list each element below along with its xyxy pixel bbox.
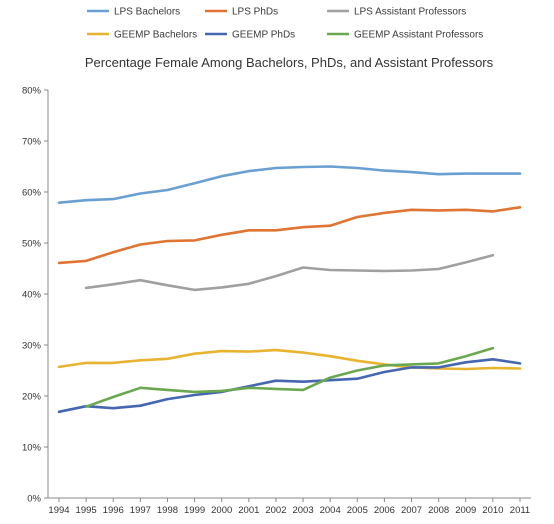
- series-group: [57, 165, 522, 414]
- series-geemp-phds: [57, 358, 522, 414]
- x-tick-label: 2001: [238, 505, 259, 516]
- y-tick-label: 40%: [22, 290, 42, 301]
- y-tick-label: 60%: [22, 188, 42, 199]
- x-tick-label: 1998: [157, 505, 178, 516]
- axes: 0% 10% 20% 30% 40% 50% 60% 70% 80% 1994 1995 1996 19…: [22, 86, 531, 516]
- series-line-geemp-phds: [57, 358, 522, 414]
- legend-label: GEEMP PhDs: [232, 30, 295, 41]
- legend-item-lps-phds: LPS PhDs: [205, 7, 278, 18]
- x-tick-label: 2009: [455, 505, 476, 516]
- series-geemp-assistant-professors: [84, 346, 495, 408]
- chart-title: Percentage Female Among Bachelors, PhDs,…: [85, 55, 494, 70]
- series-lps-bachelors: [57, 165, 522, 204]
- y-tick-label: 80%: [22, 86, 42, 97]
- x-tick-label: 2011: [510, 505, 530, 516]
- series-line-lps-assistant-professors: [84, 253, 495, 292]
- legend-item-geemp-phds: GEEMP PhDs: [205, 30, 295, 41]
- x-tick-label: 1996: [103, 505, 124, 516]
- y-tick-label: 70%: [22, 137, 42, 148]
- legend: LPS Bachelors LPS PhDs LPS Assistant Profe…: [87, 7, 483, 41]
- x-tick-label: 2005: [347, 505, 368, 516]
- legend-label: LPS Assistant Professors: [354, 7, 466, 18]
- legend-label: GEEMP Assistant Professors: [354, 30, 483, 41]
- y-tick-label: 20%: [22, 392, 42, 403]
- series-line-lps-bachelors: [57, 165, 522, 204]
- x-tick-label: 2007: [401, 505, 422, 516]
- legend-label: LPS Bachelors: [114, 7, 180, 18]
- legend-label: LPS PhDs: [232, 7, 278, 18]
- y-tick-label: 10%: [22, 443, 42, 454]
- x-tick-label: 1994: [48, 505, 69, 516]
- legend-item-geemp-bachelors: GEEMP Bachelors: [87, 30, 197, 41]
- y-tick-label: 0%: [27, 494, 41, 505]
- x-tick-label: 2004: [320, 505, 341, 516]
- x-tick-label: 1995: [76, 505, 97, 516]
- x-tick-label: 1999: [184, 505, 205, 516]
- legend-label: GEEMP Bachelors: [114, 30, 197, 41]
- x-tick-label: 1997: [130, 505, 151, 516]
- x-tick-label: 2003: [292, 505, 313, 516]
- series-line-lps-phds: [57, 206, 522, 265]
- x-tick-label: 2000: [211, 505, 232, 516]
- y-tick-label: 50%: [22, 239, 42, 250]
- series-line-geemp-bachelors: [57, 348, 522, 371]
- y-tick-label: 30%: [22, 341, 42, 352]
- legend-item-lps-assistant-professors: LPS Assistant Professors: [327, 7, 466, 18]
- series-lps-assistant-professors: [84, 253, 495, 292]
- x-tick-label: 2006: [374, 505, 395, 516]
- series-lps-phds: [57, 206, 522, 265]
- x-tick-label: 2010: [482, 505, 503, 516]
- series-line-geemp-assistant-professors: [84, 346, 495, 408]
- series-geemp-bachelors: [57, 348, 522, 371]
- x-tick-label: 2002: [265, 505, 286, 516]
- legend-item-geemp-assistant-professors: GEEMP Assistant Professors: [327, 30, 483, 41]
- x-tick-label: 2008: [428, 505, 449, 516]
- legend-item-lps-bachelors: LPS Bachelors: [87, 7, 180, 18]
